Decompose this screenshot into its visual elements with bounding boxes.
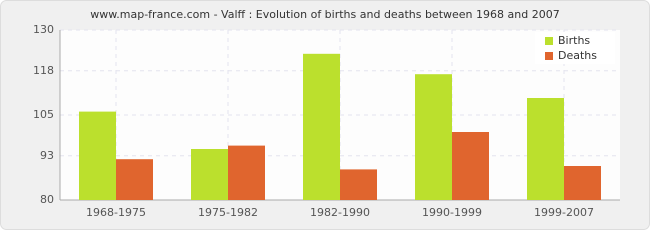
bar — [116, 159, 153, 200]
legend-swatch — [545, 52, 553, 60]
bar — [415, 74, 452, 200]
bar — [79, 111, 116, 200]
bar — [340, 169, 377, 200]
y-tick-label: 105 — [33, 108, 54, 121]
bar — [452, 132, 489, 200]
legend-label: Births — [558, 34, 590, 47]
bar — [527, 98, 564, 200]
bar — [228, 145, 265, 200]
x-tick-label: 1990-1999 — [422, 206, 482, 219]
bar — [191, 149, 228, 200]
chart: www.map-france.com - Valff : Evolution o… — [0, 0, 650, 230]
bar — [564, 166, 601, 200]
y-tick-label: 130 — [33, 23, 54, 36]
y-tick-label: 118 — [33, 64, 54, 77]
x-tick-label: 1982-1990 — [310, 206, 370, 219]
legend-swatch — [545, 37, 553, 45]
x-tick-label: 1999-2007 — [534, 206, 594, 219]
chart-title: www.map-france.com - Valff : Evolution o… — [90, 8, 559, 21]
x-tick-label: 1975-1982 — [198, 206, 258, 219]
x-tick-label: 1968-1975 — [86, 206, 146, 219]
y-tick-label: 93 — [40, 149, 54, 162]
bar — [303, 53, 340, 200]
y-tick-label: 80 — [40, 193, 54, 206]
legend-label: Deaths — [558, 49, 597, 62]
